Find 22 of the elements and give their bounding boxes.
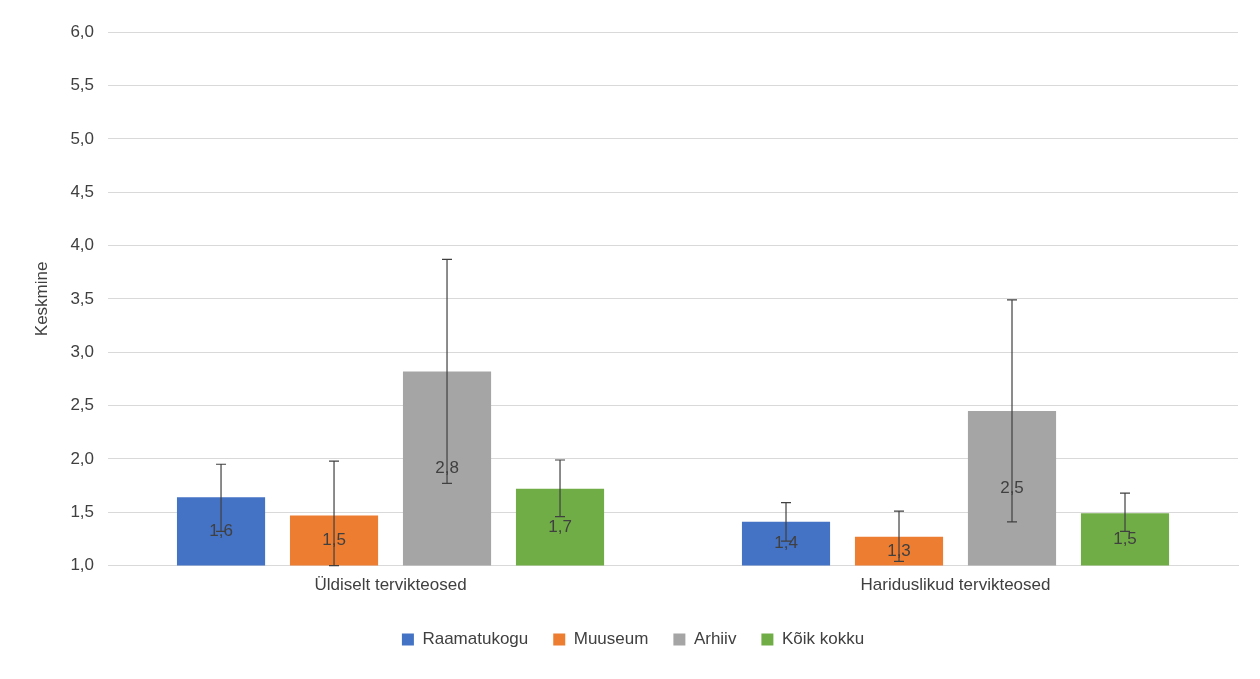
legend-label: Raamatukogu — [422, 629, 529, 649]
legend-label: Arhiiv — [693, 629, 737, 649]
y-tick-label: 2,0 — [70, 448, 95, 468]
y-tick-label: 5,5 — [70, 75, 95, 95]
data-label: 1,7 — [548, 516, 572, 536]
y-tick-label: 1,0 — [70, 555, 95, 575]
legend-label: Kõik kokku — [781, 629, 865, 649]
y-tick-label: 3,0 — [70, 341, 95, 361]
y-tick-label: 1,5 — [70, 501, 95, 521]
y-tick-label: 4,5 — [70, 181, 95, 201]
data-label: 1,5 — [1113, 529, 1137, 549]
data-label: 1,6 — [209, 521, 233, 541]
y-tick-label: 6,0 — [70, 21, 95, 41]
data-label: 1,4 — [774, 533, 798, 553]
y-tick-label: 2,5 — [70, 395, 95, 415]
x-tick-label: Üldiselt tervikteosed — [314, 575, 467, 595]
y-axis-title: Keskmine — [31, 261, 51, 337]
y-tick-label: 3,5 — [70, 288, 95, 308]
x-tick-label: Hariduslikud tervikteosed — [860, 575, 1051, 595]
y-tick-label: 5,0 — [70, 128, 95, 148]
y-tick-label: 4,0 — [70, 235, 95, 255]
legend-label: Muuseum — [573, 629, 649, 649]
